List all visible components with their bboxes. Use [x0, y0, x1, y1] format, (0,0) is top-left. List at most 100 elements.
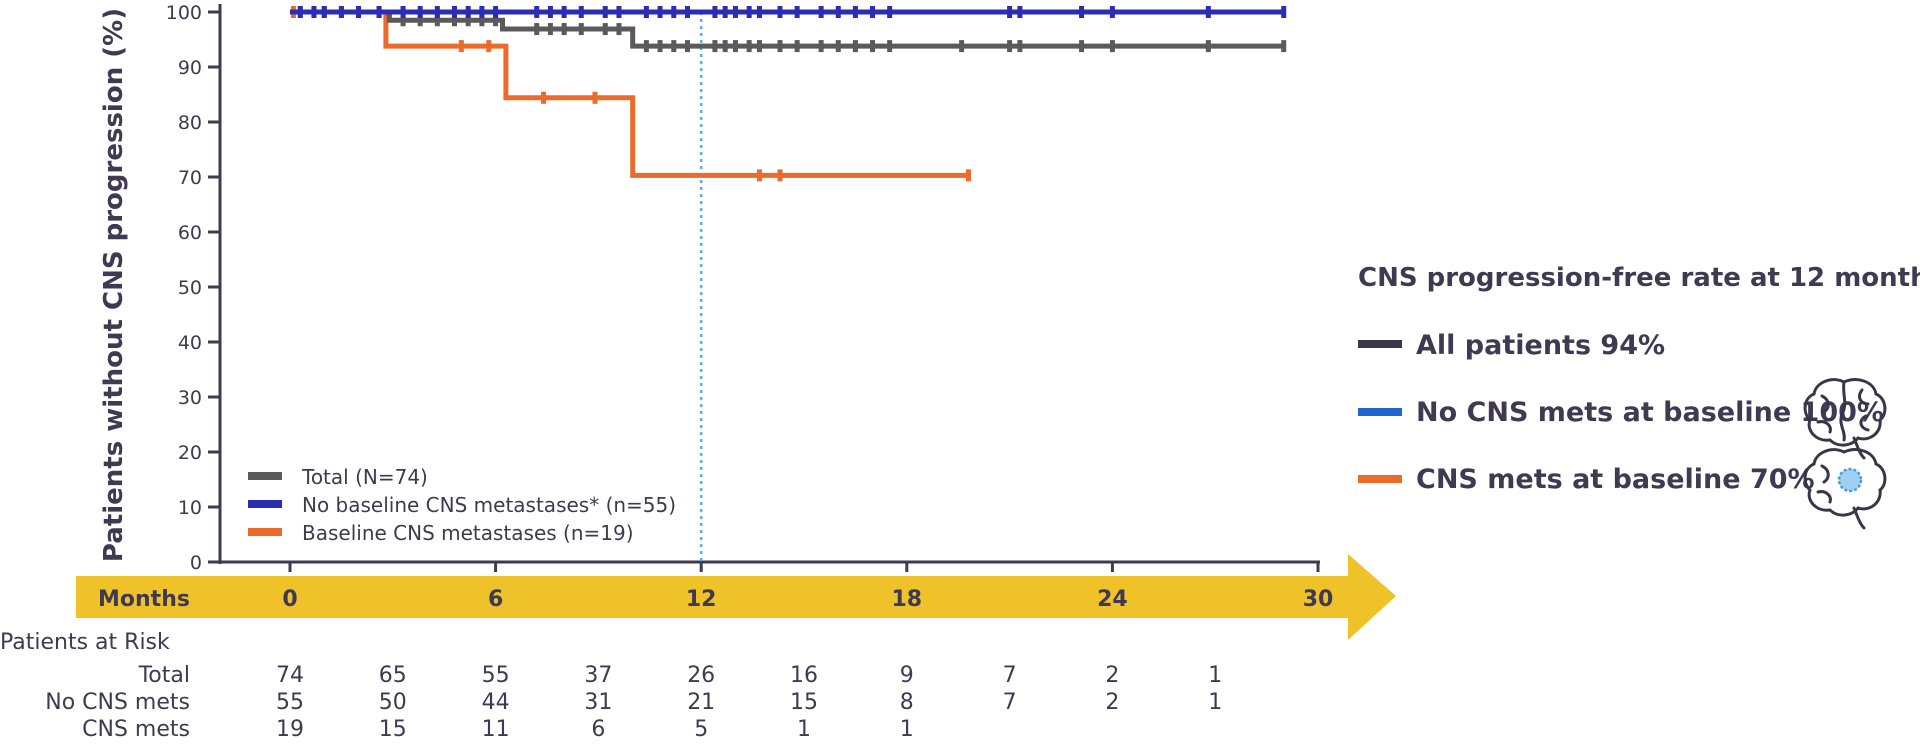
axes	[218, 4, 1320, 564]
censor-mark-no-baseline-cns	[756, 6, 762, 18]
risk-row-label-cns: CNS mets	[82, 717, 190, 742]
x-tick-label: 12	[686, 587, 717, 612]
panel-item-all: All patients 94%	[1416, 330, 1665, 361]
censor-mark-total	[852, 40, 858, 53]
censor-mark-no-baseline-cns	[1281, 6, 1287, 18]
censor-mark-total	[870, 40, 876, 53]
censor-mark-no-baseline-cns	[356, 6, 362, 18]
risk-value: 2	[1105, 663, 1119, 688]
censor-mark-no-baseline-cns	[561, 6, 567, 18]
censor-mark-no-baseline-cns	[338, 6, 344, 18]
censor-mark-no-baseline-cns	[722, 6, 728, 18]
censor-mark-no-baseline-cns	[794, 6, 800, 18]
censor-mark-no-baseline-cns	[602, 6, 608, 18]
censor-mark-total	[578, 23, 584, 36]
summary-panel: CNS progression-free rate at 12 months A…	[1358, 263, 1920, 530]
risk-value: 31	[584, 690, 612, 715]
y-tick-label: 30	[178, 387, 202, 409]
series-line-baseline-cns	[290, 9, 969, 178]
censor-mark-no-baseline-cns	[657, 6, 663, 18]
censor-mark-no-baseline-cns	[376, 6, 382, 18]
censor-mark-total	[722, 40, 728, 53]
censor-mark-total	[400, 14, 406, 27]
censor-mark-no-baseline-cns	[417, 6, 423, 18]
censor-mark-total	[835, 40, 841, 53]
censor-mark-no-baseline-cns	[777, 6, 783, 18]
censor-mark-no-baseline-cns	[1109, 6, 1115, 18]
legend: Total (N=74) No baseline CNS metastases*…	[248, 465, 676, 545]
risk-value: 55	[482, 663, 510, 688]
censor-mark-baseline-cns	[592, 91, 598, 104]
legend-swatch-baseline	[248, 528, 282, 536]
censor-mark-no-baseline-cns	[400, 6, 406, 18]
censor-mark-no-baseline-cns	[887, 6, 893, 18]
censor-mark-total	[417, 14, 423, 27]
censor-mark-no-baseline-cns	[297, 6, 303, 18]
risk-table: Patients at Risk Total No CNS mets CNS m…	[0, 630, 1222, 742]
panel-swatch-cns	[1358, 475, 1402, 483]
censor-mark-no-baseline-cns	[547, 6, 553, 18]
risk-value: 74	[276, 663, 304, 688]
censor-mark-total	[959, 40, 965, 53]
y-tick-label: 40	[178, 332, 202, 354]
censor-mark-no-baseline-cns	[465, 6, 471, 18]
risk-value: 26	[687, 663, 715, 688]
censor-mark-no-baseline-cns	[479, 6, 485, 18]
censor-mark-no-baseline-cns	[616, 6, 622, 18]
censor-mark-total	[712, 40, 718, 53]
censor-mark-total	[887, 40, 893, 53]
censor-mark-total	[534, 23, 540, 36]
brain-with-lesion-icon	[1803, 448, 1887, 530]
legend-swatch-total	[248, 472, 282, 480]
censor-mark-no-baseline-cns	[534, 6, 540, 18]
censor-mark-no-baseline-cns	[643, 6, 649, 18]
y-tick-label: 100	[166, 2, 202, 24]
panel-swatch-no-cns	[1358, 408, 1402, 416]
censor-mark-total	[777, 40, 783, 53]
censor-mark-total	[643, 40, 649, 53]
risk-value: 1	[1208, 663, 1222, 688]
censor-mark-no-baseline-cns	[870, 6, 876, 18]
censor-mark-total	[434, 14, 440, 27]
legend-swatch-no-baseline	[248, 500, 282, 508]
censor-mark-total	[1109, 40, 1115, 53]
censor-mark-total	[746, 40, 752, 53]
risk-table-heading: Patients at Risk	[0, 630, 170, 655]
y-axis-label: Patients without CNS progression (%)	[99, 8, 129, 562]
risk-value: 11	[482, 717, 510, 742]
risk-value: 8	[900, 690, 914, 715]
censor-mark-total	[756, 40, 762, 53]
risk-value: 15	[379, 717, 407, 742]
censor-mark-total	[465, 14, 471, 27]
risk-value: 5	[694, 717, 708, 742]
censor-mark-no-baseline-cns	[671, 6, 677, 18]
censor-mark-total	[1205, 40, 1211, 53]
risk-value: 1	[900, 717, 914, 742]
risk-value: 9	[900, 663, 914, 688]
censor-mark-baseline-cns	[486, 40, 492, 53]
risk-value: 2	[1105, 690, 1119, 715]
censor-mark-total	[616, 23, 622, 36]
censor-mark-total	[451, 14, 457, 27]
y-tick-label: 80	[178, 112, 202, 134]
y-ticks: 0 10 20 30 40 50 60 70 80 90 100	[166, 2, 220, 574]
censor-mark-baseline-cns	[965, 169, 971, 182]
risk-value: 44	[482, 690, 510, 715]
censor-mark-total	[602, 23, 608, 36]
censor-mark-baseline-cns	[458, 40, 464, 53]
censor-mark-no-baseline-cns	[732, 6, 738, 18]
y-tick-label: 70	[178, 167, 202, 189]
risk-value: 37	[584, 663, 612, 688]
y-tick-label: 90	[178, 57, 202, 79]
series-group	[290, 6, 1287, 182]
censor-mark-total	[732, 40, 738, 53]
censor-mark-total	[547, 23, 553, 36]
censor-mark-total	[1079, 40, 1085, 53]
lesion-icon	[1837, 467, 1863, 493]
censor-mark-total	[1281, 40, 1287, 53]
censor-mark-no-baseline-cns	[1007, 6, 1013, 18]
censor-mark-no-baseline-cns	[578, 6, 584, 18]
x-tick-label: 30	[1303, 587, 1334, 612]
censor-mark-no-baseline-cns	[451, 6, 457, 18]
y-tick-label: 0	[190, 552, 202, 574]
